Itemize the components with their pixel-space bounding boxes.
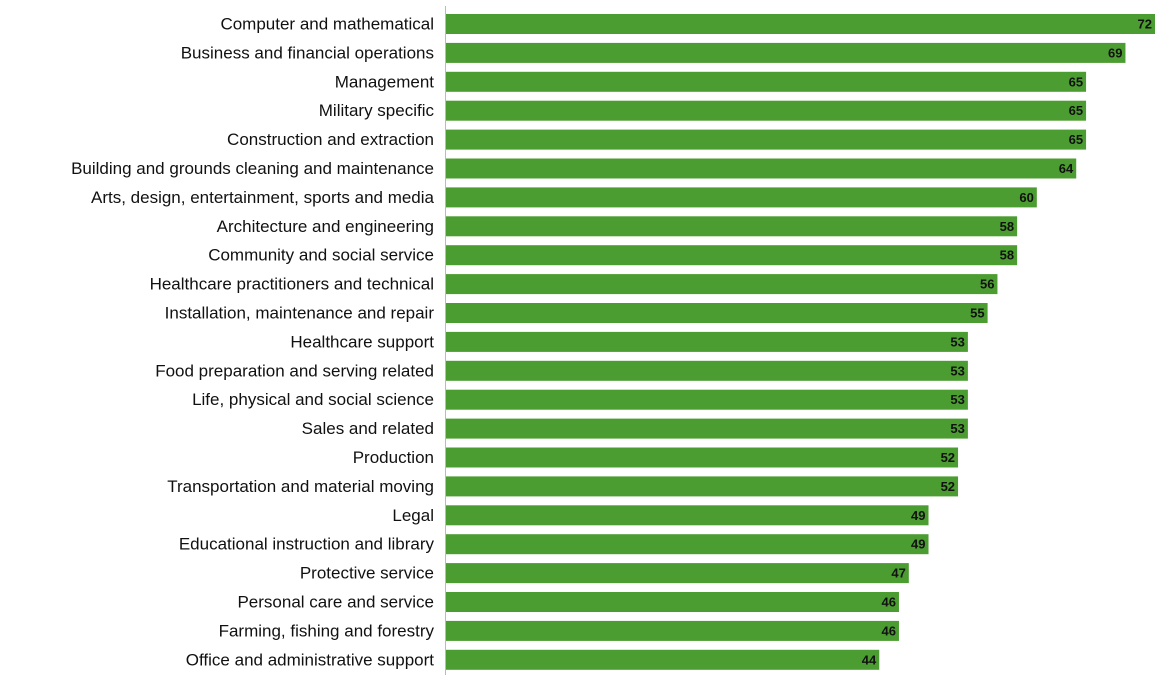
value-label: 44	[862, 652, 877, 667]
category-label: Management	[335, 72, 435, 91]
bar	[446, 158, 1077, 179]
value-label: 65	[1069, 132, 1083, 147]
bar	[446, 447, 959, 468]
value-label: 65	[1069, 103, 1083, 118]
category-label: Educational instruction and library	[179, 535, 435, 554]
bar	[446, 129, 1087, 150]
category-label: Production	[353, 448, 434, 467]
value-label: 47	[891, 566, 905, 581]
category-label: Transportation and material moving	[167, 477, 434, 496]
category-labels: Computer and mathematical Business and fi…	[71, 15, 434, 670]
bar	[446, 303, 988, 323]
bar	[446, 360, 968, 381]
category-label: Sales and related	[302, 419, 434, 438]
category-label: Building and grounds cleaning and mainte…	[71, 159, 434, 178]
bar	[446, 592, 899, 612]
category-label: Personal care and service	[237, 593, 434, 612]
category-label: Food preparation and serving related	[155, 361, 434, 380]
bar	[446, 534, 929, 555]
bar	[446, 42, 1126, 63]
value-label: 72	[1138, 17, 1152, 32]
bar	[446, 620, 899, 641]
category-label: Military specific	[319, 101, 435, 120]
category-label: Community and social service	[208, 246, 434, 265]
value-label: 58	[1000, 248, 1014, 263]
bar	[446, 274, 998, 295]
category-label: Architecture and engineering	[217, 217, 434, 236]
value-label: 46	[882, 623, 896, 638]
value-label: 53	[950, 392, 964, 407]
category-label: Arts, design, entertainment, sports and …	[91, 188, 435, 207]
value-label: 69	[1108, 45, 1122, 60]
category-label: Farming, fishing and forestry	[219, 621, 435, 640]
value-label: 58	[1000, 219, 1014, 234]
value-label: 53	[950, 334, 964, 349]
value-label: 60	[1019, 190, 1033, 205]
category-label: Healthcare support	[290, 332, 434, 351]
bar	[446, 649, 880, 670]
category-label: Office and administrative support	[186, 650, 434, 669]
bar	[446, 418, 968, 439]
bars-layer	[446, 14, 1155, 670]
category-label: Legal	[392, 506, 434, 525]
value-label: 46	[882, 595, 896, 610]
value-label: 65	[1069, 74, 1083, 89]
bar	[446, 331, 968, 352]
category-label: Life, physical and social science	[192, 390, 434, 409]
value-label: 53	[950, 363, 964, 378]
bar	[446, 14, 1155, 34]
value-label: 52	[941, 450, 955, 465]
category-label: Construction and extraction	[227, 130, 434, 149]
bar	[446, 216, 1018, 237]
value-label: 49	[911, 537, 925, 552]
category-label: Computer and mathematical	[220, 15, 434, 34]
value-label: 55	[970, 306, 984, 321]
value-label: 52	[941, 479, 955, 494]
value-label: 64	[1059, 161, 1074, 176]
bar	[446, 389, 968, 410]
bar	[446, 187, 1037, 208]
category-label: Healthcare practitioners and technical	[150, 275, 434, 294]
value-label: 49	[911, 508, 925, 523]
category-label: Installation, maintenance and repair	[165, 304, 435, 323]
bar	[446, 563, 909, 584]
bar	[446, 505, 929, 526]
value-label: 56	[980, 277, 994, 292]
value-label: 53	[950, 421, 964, 436]
bar	[446, 100, 1087, 121]
category-label: Protective service	[300, 564, 434, 583]
bar	[446, 245, 1018, 266]
value-labels: 72 69 65 65 65 64 60 58 58 56 55 53 53 53 53 52 52 49 49 47…	[862, 17, 1152, 668]
bar	[446, 71, 1087, 92]
bar	[446, 476, 959, 497]
category-label: Business and financial operations	[181, 43, 434, 62]
